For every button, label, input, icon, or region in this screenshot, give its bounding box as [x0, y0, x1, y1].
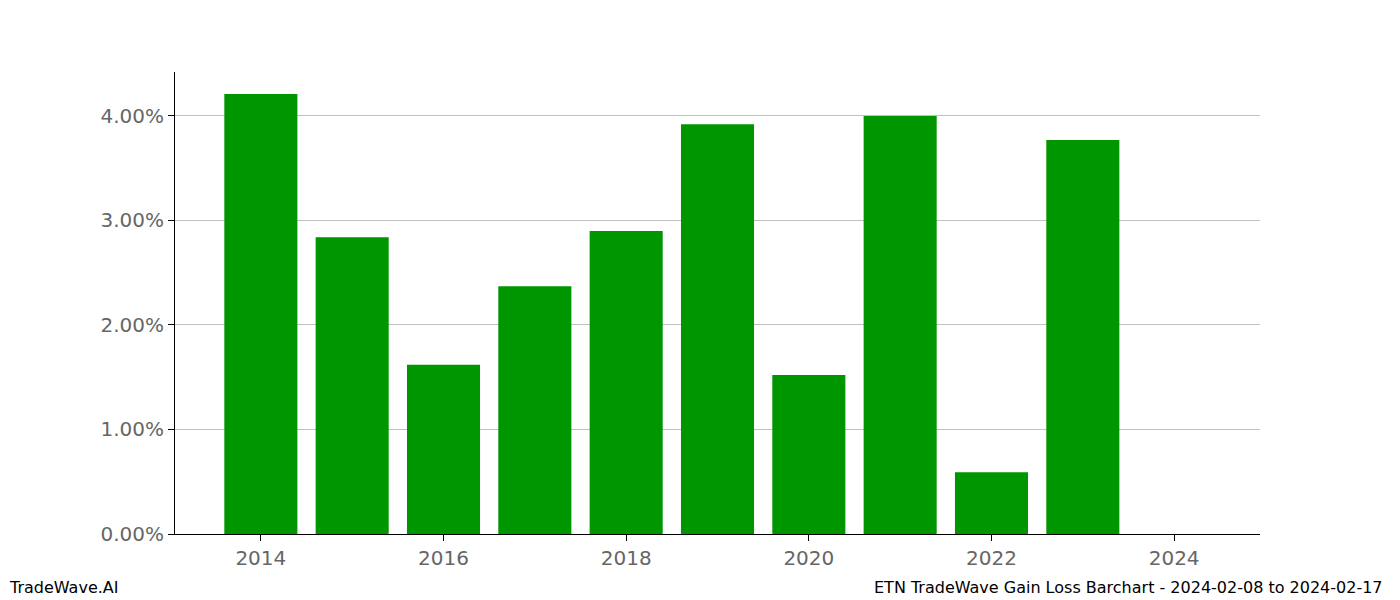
- svg-text:2016: 2016: [418, 546, 469, 570]
- svg-text:2014: 2014: [235, 546, 286, 570]
- svg-text:2024: 2024: [1149, 546, 1200, 570]
- svg-text:2020: 2020: [783, 546, 834, 570]
- svg-text:0.00%: 0.00%: [100, 522, 164, 546]
- svg-text:2.00%: 2.00%: [100, 313, 164, 337]
- svg-text:1.00%: 1.00%: [100, 417, 164, 441]
- svg-text:ETN TradeWave Gain Loss Barcha: ETN TradeWave Gain Loss Barchart - 2024-…: [874, 578, 1383, 597]
- svg-text:4.00%: 4.00%: [100, 104, 164, 128]
- svg-text:3.00%: 3.00%: [100, 208, 164, 232]
- svg-text:2022: 2022: [966, 546, 1017, 570]
- svg-text:TradeWave.AI: TradeWave.AI: [9, 578, 118, 597]
- svg-text:2018: 2018: [601, 546, 652, 570]
